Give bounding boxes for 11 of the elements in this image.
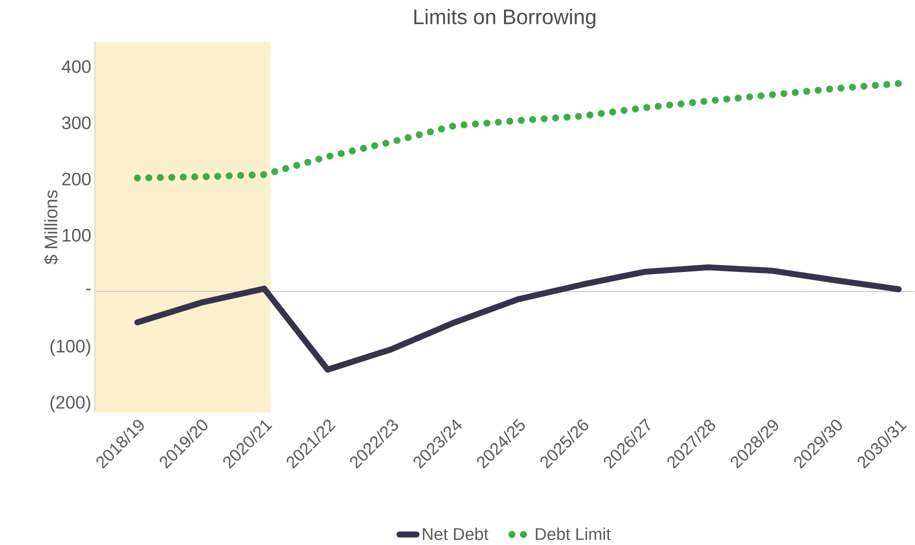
y-axis-title: $ Millions	[44, 190, 58, 264]
y-tick-label: (200)	[50, 395, 90, 412]
y-tick-label: -	[86, 288, 91, 290]
legend-label: Debt Limit	[536, 527, 611, 540]
y-tick-label: 300	[62, 116, 91, 130]
y-tick-label: (100)	[50, 339, 90, 356]
chart-title: Limits on Borrowing	[414, 8, 596, 28]
legend-label: Net Debt	[422, 527, 488, 540]
y-tick-label: 200	[62, 172, 91, 186]
y-tick-label: 400	[62, 60, 91, 73]
y-tick-label: 100	[62, 228, 91, 242]
